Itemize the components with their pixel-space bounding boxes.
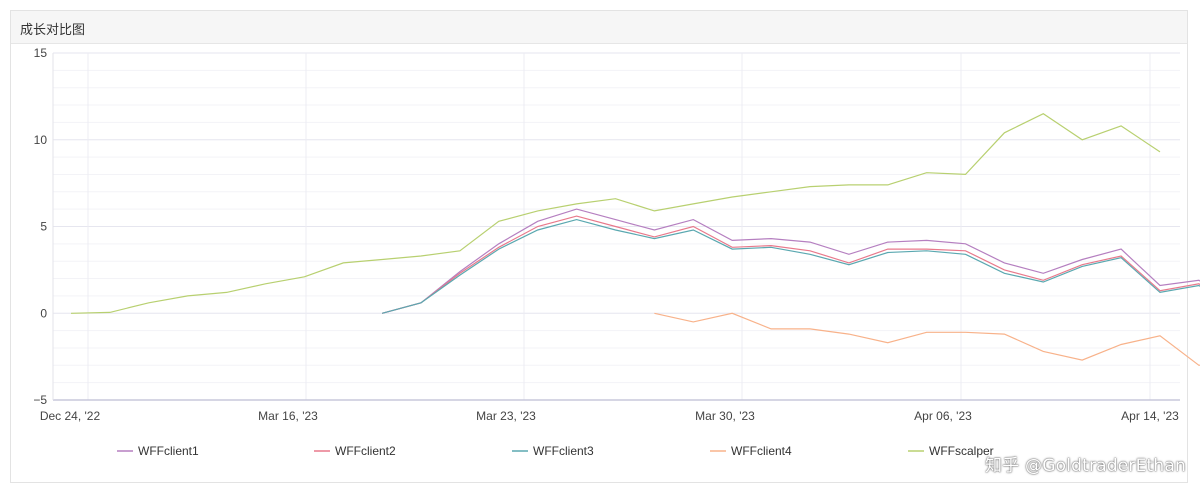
legend-label-WFFclient1: WFFclient1 xyxy=(138,444,199,458)
y-tick-label: 5 xyxy=(40,220,47,234)
y-tick-label: 10 xyxy=(34,133,48,147)
legend-label-WFFclient4: WFFclient4 xyxy=(731,444,792,458)
chart-panel: 成长对比图 xyxy=(10,10,1188,483)
x-tick-label: Dec 24, '22 xyxy=(40,409,101,423)
legend-label-WFFclient3: WFFclient3 xyxy=(533,444,594,458)
series-line-WFFclient4 xyxy=(654,312,1200,366)
panel-header: 成长对比图 xyxy=(11,11,1187,44)
legend-label-WFFclient2: WFFclient2 xyxy=(335,444,396,458)
y-tick-label: 0 xyxy=(40,306,47,320)
series-line-WFFscalper xyxy=(70,113,1161,314)
y-tick-label: 15 xyxy=(34,46,48,60)
x-tick-label: Mar 23, '23 xyxy=(476,409,536,423)
watermark: 知乎 @GoldtraderEthan xyxy=(985,456,1186,476)
y-tick-label: −5 xyxy=(33,393,47,407)
panel-title: 成长对比图 xyxy=(20,22,86,37)
x-tick-label: Apr 14, '23 xyxy=(1121,409,1179,423)
series-line-WFFclient1 xyxy=(381,208,1200,314)
x-tick-label: Mar 30, '23 xyxy=(695,409,755,423)
x-tick-label: Apr 06, '23 xyxy=(914,409,972,423)
x-tick-label: Mar 16, '23 xyxy=(258,409,318,423)
series-line-WFFclient2 xyxy=(381,215,1200,314)
legend-label-WFFscalper: WFFscalper xyxy=(929,444,994,458)
series-line-WFFclient3 xyxy=(381,218,1200,314)
